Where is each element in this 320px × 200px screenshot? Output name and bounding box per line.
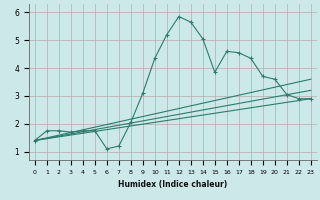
- X-axis label: Humidex (Indice chaleur): Humidex (Indice chaleur): [118, 180, 228, 189]
